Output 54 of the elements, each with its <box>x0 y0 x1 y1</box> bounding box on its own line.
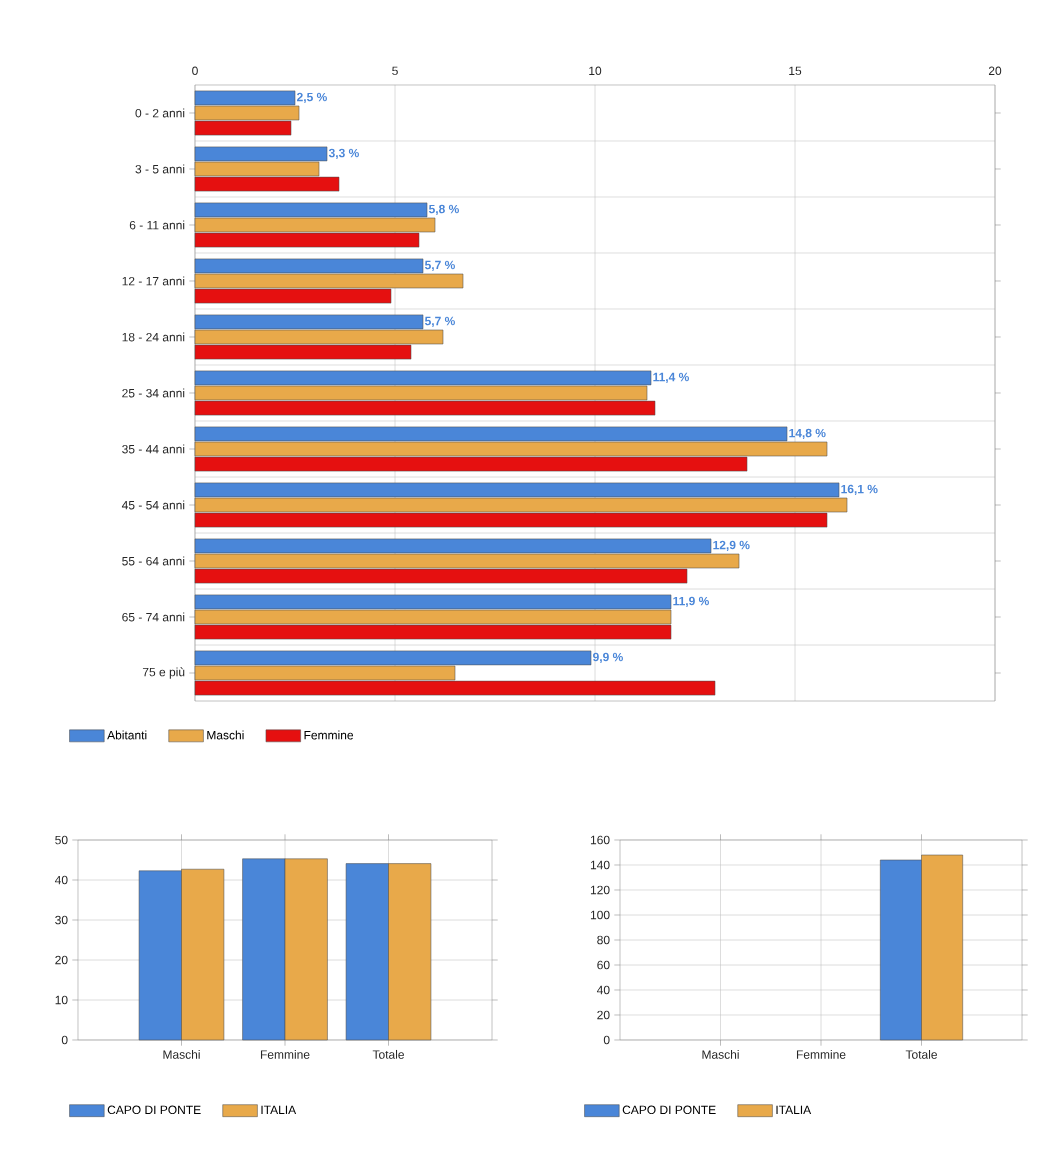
data-label: 5,8 % <box>428 204 459 215</box>
data-label: 9,9 % <box>593 652 623 663</box>
y-tick-label: 3 - 5 anni <box>135 164 185 174</box>
y-tick-label: 50 <box>55 835 68 845</box>
x-tick-label: Femmine <box>796 1049 846 1059</box>
y-tick-label: 20 <box>55 955 68 965</box>
x-tick-label: Totale <box>372 1049 404 1059</box>
x-tick-label: 5 <box>392 66 398 76</box>
y-tick-label: 75 e più <box>142 667 185 679</box>
legend-label: ITALIA <box>776 1105 812 1114</box>
x-tick-label: 15 <box>789 66 802 76</box>
y-tick-label: 6 - 11 anni <box>129 220 185 230</box>
y-tick-label: 12 - 17 anni <box>122 276 185 286</box>
y-tick-label: 60 <box>597 960 610 970</box>
x-tick-label: 20 <box>988 66 1002 76</box>
y-tick-label: 140 <box>590 860 610 870</box>
y-tick-label: 0 <box>61 1035 68 1045</box>
data-label: 12,9 % <box>713 540 750 551</box>
legend-label: CAPO DI PONTE <box>107 1105 201 1115</box>
legend-label: Femmine <box>304 730 354 740</box>
data-label: 11,9 % <box>673 596 709 607</box>
legend-label: CAPO DI PONTE <box>622 1105 716 1115</box>
y-tick-label: 55 - 64 anni <box>122 556 185 566</box>
y-tick-label: 65 - 74 anni <box>122 612 185 622</box>
y-tick-label: 100 <box>590 910 610 920</box>
y-tick-label: 10 <box>55 995 68 1005</box>
data-label: 3,3 % <box>328 148 359 159</box>
y-tick-label: 0 - 2 anni <box>135 108 185 118</box>
legend-label: Abitanti <box>107 730 147 740</box>
y-tick-label: 20 <box>597 1010 610 1020</box>
data-label: 5,7 % <box>424 316 455 327</box>
y-tick-label: 25 - 34 anni <box>122 388 185 398</box>
y-tick-label: 120 <box>590 885 610 895</box>
data-label: 16,1 % <box>841 484 878 495</box>
legend-label: Maschi <box>207 730 244 740</box>
data-label: 14,8 % <box>789 428 826 439</box>
x-tick-label: Maschi <box>702 1049 739 1059</box>
y-tick-label: 0 <box>603 1035 610 1045</box>
y-tick-label: 35 - 44 anni <box>122 444 185 454</box>
data-label: 11,4 % <box>653 372 689 383</box>
legend-label: ITALIA <box>261 1105 297 1114</box>
y-tick-label: 45 - 54 anni <box>121 500 185 510</box>
y-tick-label: 18 - 24 anni <box>122 332 185 342</box>
x-tick-label: Maschi <box>163 1049 200 1059</box>
y-tick-label: 30 <box>55 915 68 925</box>
y-tick-label: 40 <box>54 875 68 885</box>
y-tick-label: 80 <box>597 935 610 945</box>
y-tick-label: 160 <box>590 835 610 845</box>
x-tick-label: Totale <box>905 1049 937 1059</box>
data-label: 2,5 % <box>297 92 327 103</box>
x-tick-label: Femmine <box>260 1049 310 1059</box>
y-tick-label: 40 <box>596 985 610 995</box>
x-tick-label: 0 <box>192 66 198 76</box>
data-label: 5,7 % <box>424 260 455 271</box>
